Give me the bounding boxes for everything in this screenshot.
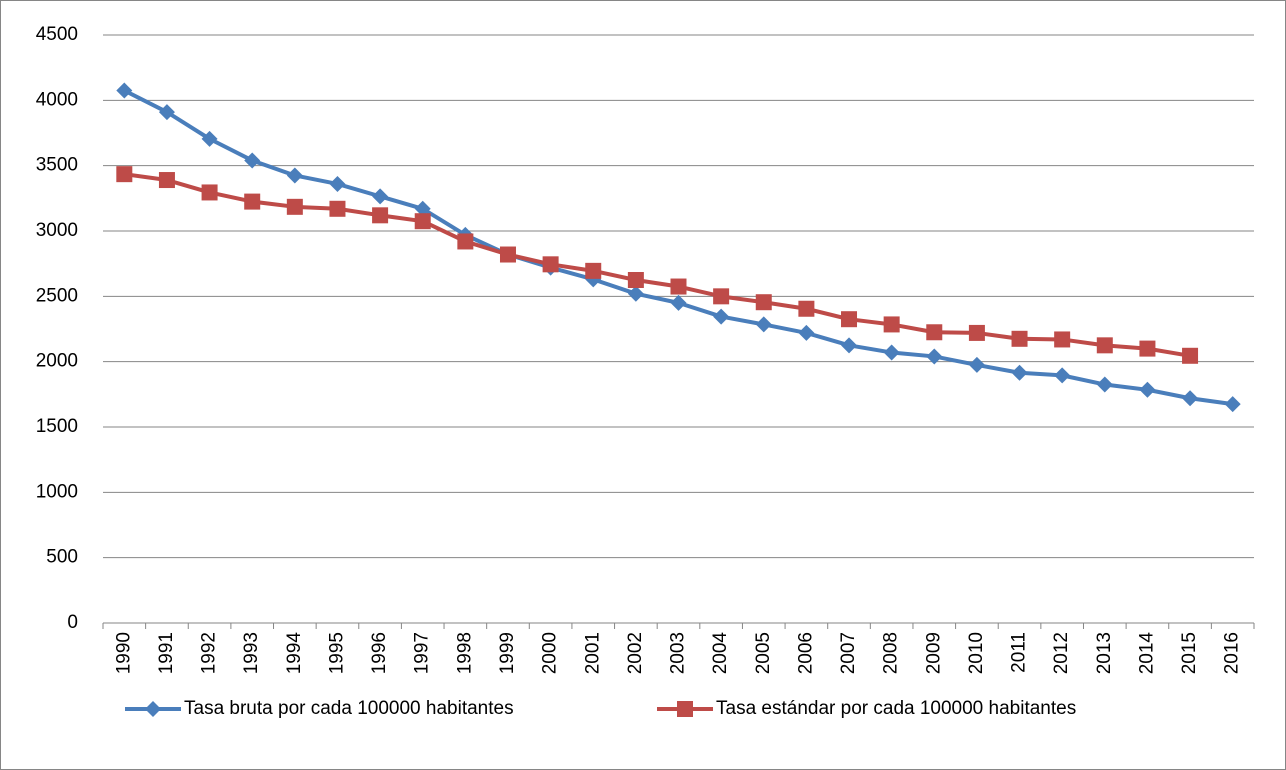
marker [158,172,175,189]
legend-label: Tasa bruta por cada 100000 habitantes [184,698,514,719]
marker [116,166,133,183]
marker [1139,381,1156,398]
x-tick-label: 2006 [795,632,816,674]
marker [926,348,943,365]
marker [713,288,730,305]
x-tick-label: 1995 [326,632,347,674]
y-tick-label: 1000 [36,481,78,502]
x-tick-label: 2014 [1136,632,1157,675]
y-tick-label: 3000 [36,220,78,241]
y-tick-label: 2500 [36,285,78,306]
marker [755,294,772,311]
x-tick-label: 1992 [199,632,220,674]
x-tick-label: 2004 [710,632,731,675]
marker [201,130,218,147]
y-tick-label: 2000 [36,351,78,372]
marker [372,188,389,205]
x-tick-label: 2005 [753,632,774,674]
marker [585,262,602,279]
x-tick-label: 2010 [966,632,987,674]
marker [670,278,687,295]
marker [329,175,346,192]
marker [968,324,985,341]
x-tick-label: 2003 [668,632,689,674]
x-tick-label: 1990 [113,632,134,674]
x-tick-label: 2012 [1051,632,1072,674]
legend-marker [145,701,161,717]
marker [841,311,858,328]
marker [1182,390,1199,407]
marker [883,344,900,361]
marker [798,324,815,341]
legend-label: Tasa estándar por cada 100000 habitantes [716,698,1076,719]
marker [627,285,644,302]
marker [372,207,389,224]
marker [670,294,687,311]
x-tick-label: 2011 [1009,632,1030,673]
y-tick-label: 0 [67,612,78,633]
marker [1011,330,1028,347]
marker [1182,347,1199,364]
x-tick-label: 1993 [241,632,262,674]
x-tick-label: 2008 [881,632,902,674]
marker [414,213,431,230]
y-tick-label: 1500 [36,416,78,437]
y-tick-label: 4500 [36,24,78,45]
x-tick-label: 1998 [454,632,475,674]
x-tick-label: 1991 [156,632,177,674]
marker [1011,364,1028,381]
marker [457,233,474,250]
marker [841,337,858,354]
marker [542,256,559,273]
y-tick-label: 500 [46,547,78,568]
marker [1224,396,1241,413]
x-tick-label: 2000 [540,632,561,674]
x-tick-label: 2001 [582,632,603,674]
x-tick-label: 2016 [1222,632,1243,674]
marker [1139,340,1156,357]
x-tick-label: 2013 [1094,632,1115,674]
marker [244,193,261,210]
marker [329,200,346,217]
x-tick-label: 2007 [838,632,859,674]
y-tick-label: 4000 [36,89,78,110]
x-tick-label: 2002 [625,632,646,674]
x-tick-label: 1994 [284,632,305,675]
marker [414,200,431,217]
marker [883,316,900,333]
marker [627,272,644,288]
y-tick-label: 3500 [36,155,78,176]
x-tick-label: 1999 [497,632,518,674]
x-tick-label: 1996 [369,632,390,674]
marker [1096,376,1113,393]
marker [755,316,772,333]
marker [713,308,730,325]
marker [286,167,303,184]
x-tick-label: 2009 [923,632,944,674]
marker [798,300,815,317]
marker [158,104,175,121]
legend-marker [677,701,693,717]
marker [244,152,261,169]
marker [1054,367,1071,384]
marker [201,184,218,201]
marker [499,246,516,263]
marker [968,356,985,373]
marker [1054,331,1071,348]
marker [286,198,303,215]
x-tick-label: 1997 [412,632,433,674]
x-tick-label: 2015 [1179,632,1200,674]
marker [926,324,943,341]
marker [116,82,133,99]
marker [1096,337,1113,354]
